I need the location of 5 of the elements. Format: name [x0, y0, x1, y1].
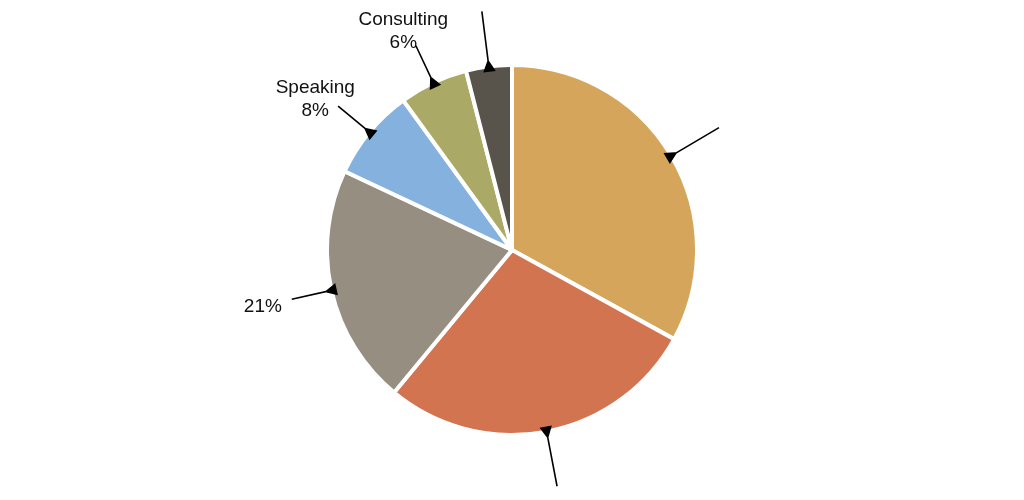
data-label: 6% — [389, 31, 418, 52]
slice-label: Consulting — [358, 8, 449, 29]
data-label: 21% — [243, 294, 282, 316]
data-label: 8% — [301, 99, 330, 121]
slice-label: Speaking — [275, 76, 355, 98]
